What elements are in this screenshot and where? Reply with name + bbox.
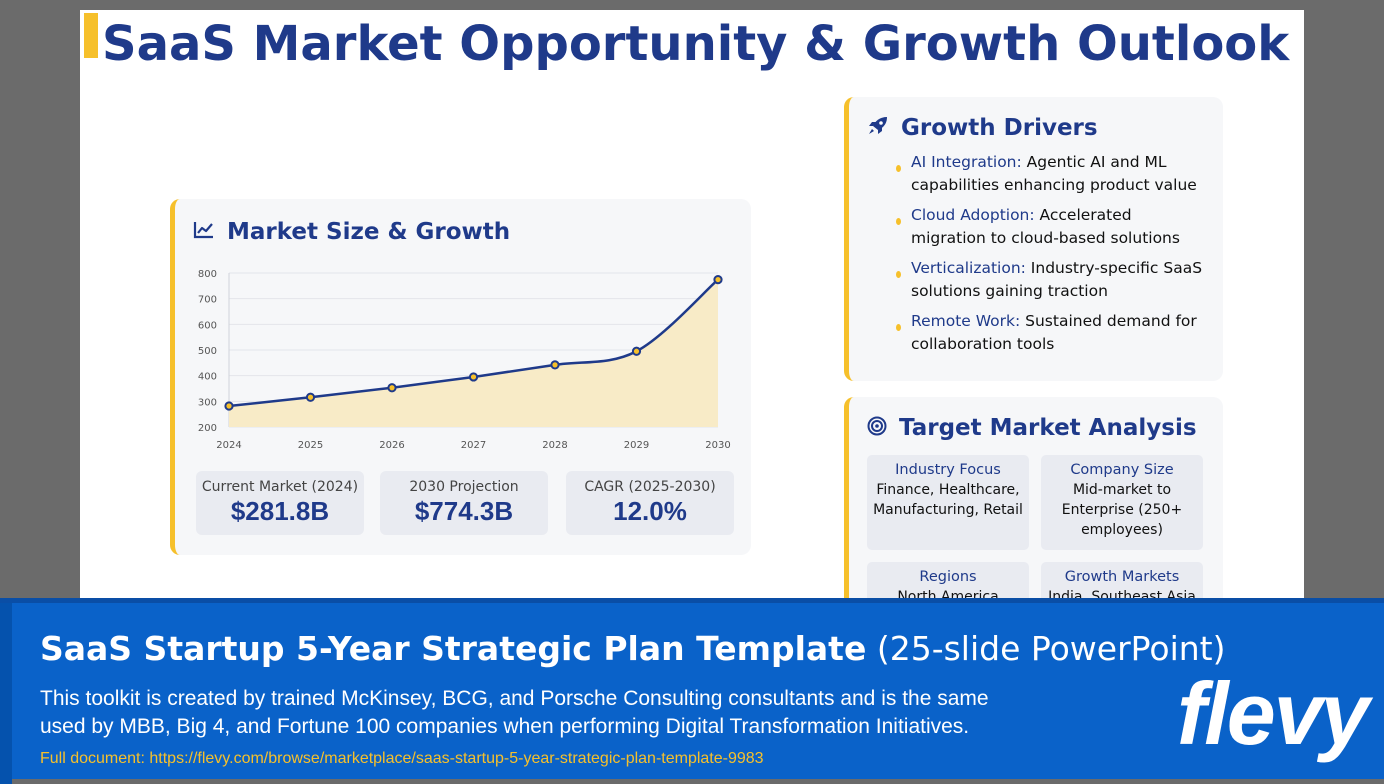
driver-text: Sustained demand for collaboration tools bbox=[911, 312, 1197, 353]
bullet-dot bbox=[896, 271, 901, 278]
banner-title-main: SaaS Startup 5-Year Strategic Plan Templ… bbox=[40, 629, 867, 668]
y-tick-label: 500 bbox=[198, 346, 217, 357]
banner-title: SaaS Startup 5-Year Strategic Plan Templ… bbox=[40, 629, 1225, 668]
data-point bbox=[387, 383, 397, 393]
x-tick-label: 2024 bbox=[216, 440, 241, 451]
driver-term: Cloud Adoption: bbox=[911, 206, 1035, 224]
y-tick-label: 400 bbox=[198, 372, 217, 383]
y-tick-label: 700 bbox=[198, 295, 217, 306]
flevy-logo[interactable]: flevy bbox=[1177, 664, 1370, 763]
data-point bbox=[468, 372, 479, 382]
industry-focus-cell: Industry Focus Finance, Healthcare, Manu… bbox=[867, 455, 1029, 550]
bullet-dot bbox=[896, 218, 901, 225]
data-point bbox=[631, 346, 642, 356]
driver-item: Verticalization: Industry-specific SaaS … bbox=[879, 257, 1209, 303]
driver-text: Industry-specific SaaS solutions gaining… bbox=[911, 259, 1203, 300]
driver-item: Remote Work: Sustained demand for collab… bbox=[879, 310, 1209, 356]
growth-drivers-card: Growth Drivers AI Integration: Agentic A… bbox=[844, 97, 1223, 381]
market-card-heading: Market Size & Growth bbox=[227, 219, 511, 245]
y-tick-label: 200 bbox=[198, 423, 217, 434]
market-size-card: Market Size & Growth 200 300 400 500 600 700 8… bbox=[170, 199, 751, 555]
driver-term: Verticalization: bbox=[911, 259, 1026, 277]
target-card-header: Target Market Analysis bbox=[867, 415, 1197, 441]
data-point bbox=[224, 401, 234, 411]
x-tick-label: 2025 bbox=[298, 440, 323, 451]
x-tick-label: 2027 bbox=[461, 440, 486, 451]
x-tick-label: 2028 bbox=[542, 440, 567, 451]
stat-label: 2030 Projection bbox=[409, 479, 519, 495]
cell-value: Mid-market to Enterprise (250+ employees… bbox=[1061, 482, 1183, 538]
market-size-chart: 200 300 400 500 600 700 800 2024 2025 2026 2027 202… bbox=[198, 269, 731, 451]
rocket-icon bbox=[867, 116, 889, 140]
company-size-cell: Company Size Mid-market to Enterprise (2… bbox=[1041, 455, 1203, 550]
market-card-header: Market Size & Growth bbox=[193, 219, 510, 245]
stat-value: 12.0% bbox=[613, 496, 687, 526]
banner-title-suffix: (25-slide PowerPoint) bbox=[866, 629, 1226, 668]
drivers-card-heading: Growth Drivers bbox=[901, 115, 1098, 141]
driver-term: Remote Work: bbox=[911, 312, 1021, 330]
title-accent-bar bbox=[84, 13, 98, 58]
target-market-card: Target Market Analysis Industry Focus Fi… bbox=[844, 397, 1223, 610]
drivers-list: AI Integration: Agentic AI and ML capabi… bbox=[879, 151, 1209, 363]
promo-banner: SaaS Startup 5-Year Strategic Plan Templ… bbox=[0, 598, 1384, 784]
data-point bbox=[713, 274, 723, 285]
data-point bbox=[305, 392, 316, 402]
stat-current-market: Current Market (2024) $281.8B bbox=[196, 471, 364, 535]
x-tick-label: 2029 bbox=[624, 440, 649, 451]
banner-description: This toolkit is created by trained McKin… bbox=[40, 687, 989, 738]
driver-item: Cloud Adoption: Accelerated migration to… bbox=[879, 204, 1209, 250]
bullet-dot bbox=[896, 324, 901, 331]
x-tick-label: 2026 bbox=[379, 440, 404, 451]
target-card-heading: Target Market Analysis bbox=[899, 415, 1197, 441]
cell-value: Finance, Healthcare, Manufacturing, Reta… bbox=[873, 482, 1023, 518]
y-tick-label: 300 bbox=[198, 397, 217, 408]
stat-value: $774.3B bbox=[414, 496, 514, 526]
slide: SaaS Market Opportunity & Growth Outlook… bbox=[80, 10, 1304, 610]
target-icon bbox=[867, 416, 887, 440]
stat-2030-projection: 2030 Projection $774.3B bbox=[380, 471, 548, 535]
cell-title: Growth Markets bbox=[1064, 569, 1180, 585]
line-chart-icon bbox=[193, 221, 215, 243]
banner-edge bbox=[0, 603, 12, 784]
driver-term: AI Integration: bbox=[911, 153, 1022, 171]
banner-link[interactable]: Full document: https://flevy.com/browse/… bbox=[40, 750, 764, 767]
stat-label: CAGR (2025-2030) bbox=[584, 479, 716, 495]
stat-value: $281.8B bbox=[230, 496, 330, 526]
driver-item: AI Integration: Agentic AI and ML capabi… bbox=[879, 151, 1209, 197]
cell-title: Industry Focus bbox=[895, 462, 1001, 478]
cell-title: Regions bbox=[919, 569, 977, 585]
drivers-card-header: Growth Drivers bbox=[867, 115, 1098, 141]
stat-cagr: CAGR (2025-2030) 12.0% bbox=[566, 471, 734, 535]
slide-title: SaaS Market Opportunity & Growth Outlook bbox=[102, 16, 1290, 72]
bullet-dot bbox=[896, 165, 901, 172]
driver-text: Accelerated migration to cloud-based sol… bbox=[911, 206, 1180, 247]
y-tick-label: 600 bbox=[198, 320, 217, 331]
y-tick-label: 800 bbox=[198, 269, 217, 280]
x-tick-label: 2030 bbox=[705, 440, 730, 451]
data-point bbox=[550, 360, 560, 370]
stat-label: Current Market (2024) bbox=[201, 479, 359, 495]
driver-text: Agentic AI and ML capabilities enhancing… bbox=[911, 153, 1197, 194]
cell-title: Company Size bbox=[1070, 462, 1174, 478]
area-fill bbox=[229, 279, 718, 427]
